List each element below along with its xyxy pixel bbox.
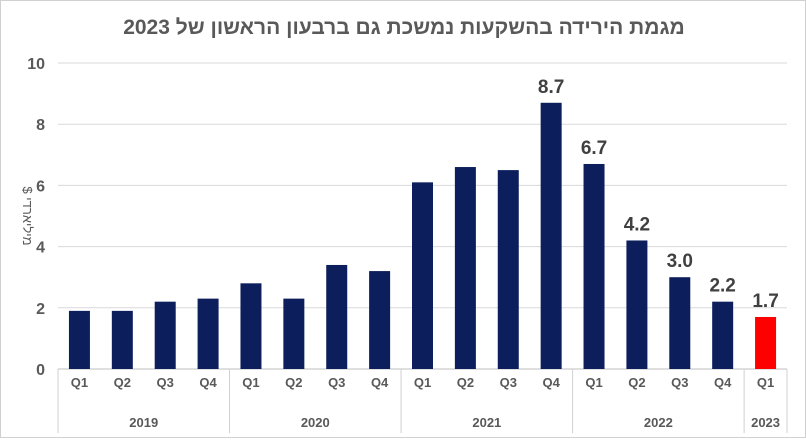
x-tick-label: Q1 xyxy=(71,375,88,390)
bar xyxy=(283,298,305,369)
bar xyxy=(412,182,433,369)
data-label: 6.7 xyxy=(581,138,607,159)
bar xyxy=(669,277,691,369)
x-tick-label: Q1 xyxy=(414,375,431,390)
bar xyxy=(326,264,348,369)
bar xyxy=(369,271,391,369)
x-tick-label: Q3 xyxy=(328,375,345,390)
x-tick-label: Q2 xyxy=(285,375,302,390)
x-tick-label: Q4 xyxy=(542,375,560,390)
y-tick-label: 6 xyxy=(36,178,45,195)
y-tick-label: 8 xyxy=(36,117,45,134)
x-tick-label: Q1 xyxy=(757,375,774,390)
y-tick-label: 4 xyxy=(36,240,45,257)
bar xyxy=(454,167,476,369)
x-tick-label: Q4 xyxy=(199,375,217,390)
y-axis-label: מיליארדי $ xyxy=(20,186,35,245)
data-label: 2.2 xyxy=(709,276,735,297)
bar xyxy=(240,283,262,369)
y-tick-label: 2 xyxy=(36,301,45,318)
year-label: 2020 xyxy=(301,415,330,430)
x-tick-label: Q1 xyxy=(242,375,259,390)
x-tick-label: Q3 xyxy=(671,375,688,390)
x-tick-label: Q3 xyxy=(500,375,517,390)
data-label: 8.7 xyxy=(538,77,564,98)
x-tick-label: Q2 xyxy=(457,375,474,390)
x-tick-label: Q4 xyxy=(714,375,732,390)
bar xyxy=(626,240,648,369)
bar xyxy=(712,301,734,369)
x-tick-label: Q1 xyxy=(585,375,602,390)
x-tick-label: Q3 xyxy=(157,375,174,390)
year-label: 2019 xyxy=(129,415,158,430)
bar xyxy=(111,310,133,369)
y-tick-label: 10 xyxy=(27,56,45,73)
bar xyxy=(583,163,605,369)
chart-title: מגמת הירידה בהשקעות נמשכת גם ברבעון הראש… xyxy=(123,16,685,39)
y-tick-label: 0 xyxy=(36,362,45,379)
year-label: 2021 xyxy=(472,415,501,430)
bar xyxy=(197,298,219,369)
bar xyxy=(497,170,519,369)
bar xyxy=(68,310,90,369)
x-tick-label: Q2 xyxy=(628,375,645,390)
data-label: 4.2 xyxy=(624,214,650,235)
bar xyxy=(755,316,777,369)
year-label: 2022 xyxy=(644,415,673,430)
x-tick-label: Q2 xyxy=(114,375,131,390)
bar xyxy=(540,102,562,369)
data-label: 1.7 xyxy=(752,291,778,312)
bar xyxy=(154,301,176,369)
year-label: 2023 xyxy=(751,415,780,430)
data-label: 3.0 xyxy=(667,251,693,272)
x-tick-label: Q4 xyxy=(371,375,389,390)
